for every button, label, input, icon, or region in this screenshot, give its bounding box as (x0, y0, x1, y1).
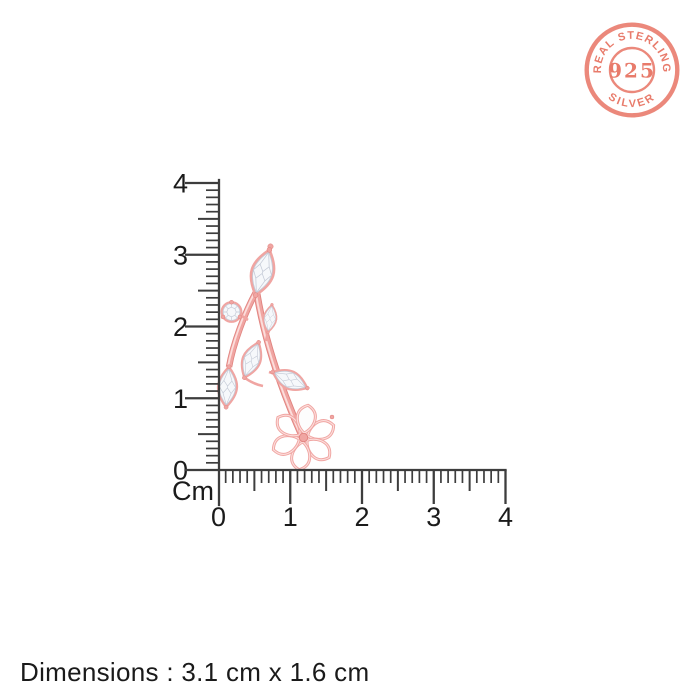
dimensions-text: Dimensions : 3.1 cm x 1.6 cm (20, 657, 370, 687)
badge-925-text: 925 (608, 59, 656, 83)
h-label-2: 2 (354, 502, 369, 532)
horizontal-ruler-labels: 0 1 2 3 4 (211, 502, 513, 532)
horizontal-ruler-ticks (224, 470, 507, 504)
badge-inner-ring (608, 46, 656, 94)
vertical-ruler-ticks (185, 181, 219, 464)
flower-petal-ball (329, 414, 335, 420)
pendant-stones (215, 243, 314, 412)
v-label-4: 4 (173, 169, 188, 199)
v-label-0: 0 (173, 456, 188, 486)
v-label-1: 1 (173, 384, 188, 414)
h-label-3: 3 (426, 502, 441, 532)
v-label-3: 3 (173, 240, 188, 270)
round-stone-left (219, 299, 244, 323)
marquise-stone-middle (234, 336, 269, 384)
flower-center-bead (298, 432, 309, 443)
badge-stamp-graphic: REAL STERLING SILVER 925 (584, 22, 680, 118)
pendant-illustration (215, 243, 339, 473)
sterling-silver-badge: REAL STERLING SILVER 925 (582, 20, 682, 120)
vertical-ruler-labels: 4 3 2 1 0 (173, 169, 188, 486)
h-label-4: 4 (498, 502, 513, 532)
marquise-stone-top (242, 243, 283, 302)
pendant-flower (268, 402, 339, 473)
h-label-0: 0 (211, 502, 226, 532)
horizontal-ruler: 0 1 2 3 4 (184, 468, 513, 532)
ruler-unit-label: Cm (172, 476, 214, 506)
badge-outer-ring (584, 22, 680, 118)
v-label-2: 2 (173, 312, 188, 342)
h-label-1: 1 (283, 502, 298, 532)
vertical-ruler: 4 3 2 1 0 (173, 169, 221, 507)
